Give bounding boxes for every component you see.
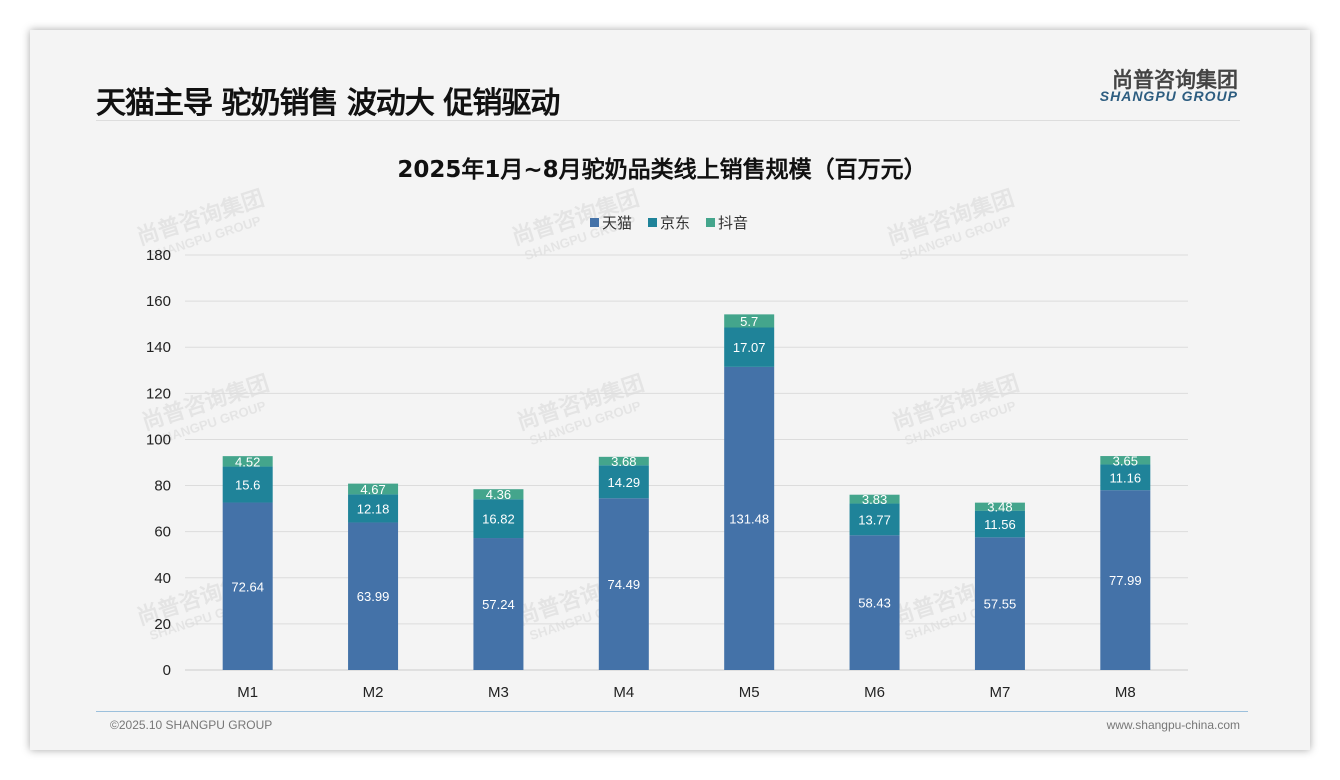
y-tick-label: 140: [146, 339, 171, 356]
data-label: 77.99: [1109, 573, 1142, 588]
bar-segment: [974, 510, 1025, 538]
bar-segment: [598, 498, 649, 670]
x-tick-label: M5: [739, 684, 760, 701]
data-label: 3.65: [1113, 453, 1138, 468]
bar-segment: [849, 503, 900, 536]
x-tick-label: M7: [990, 684, 1011, 701]
bar-segment: [1100, 456, 1151, 465]
page-title: 天猫主导 驼奶销售 波动大 促销驱动: [96, 86, 560, 121]
legend-swatch: [648, 218, 657, 227]
bar-segment: [473, 538, 524, 670]
x-tick-label: M3: [488, 684, 509, 701]
y-tick-label: 120: [146, 385, 171, 402]
x-tick-label: M6: [864, 684, 885, 701]
bar-segment: [849, 494, 900, 504]
bar-segment: [1100, 464, 1151, 491]
bar-segment: [598, 465, 649, 499]
legend-label: 抖音: [718, 215, 748, 232]
y-tick-label: 100: [146, 431, 171, 448]
legend-swatch: [590, 218, 599, 227]
data-label: 63.99: [357, 589, 390, 604]
bar-segment: [222, 502, 273, 670]
y-tick-label: 160: [146, 293, 171, 310]
legend-swatch: [706, 218, 715, 227]
bar-segment: [724, 314, 775, 328]
data-label: 14.29: [608, 475, 641, 490]
data-label: 11.56: [984, 517, 1016, 532]
bar-segment: [724, 366, 775, 670]
data-label: 17.07: [733, 340, 766, 355]
data-label: 4.67: [360, 482, 385, 497]
data-label: 57.24: [482, 597, 515, 612]
data-label: 3.68: [611, 454, 636, 469]
bar-segment: [348, 494, 399, 523]
y-tick-label: 60: [154, 524, 171, 541]
y-tick-label: 20: [154, 616, 171, 633]
chart-title: 2025年1月~8月驼奶品类线上销售规模（百万元）: [397, 156, 926, 183]
footer-url: www.shangpu-china.com: [1106, 718, 1240, 732]
bar-segment: [598, 456, 649, 466]
bar-segment: [1100, 490, 1151, 670]
logo-cn: 尚普咨询集团: [1112, 68, 1238, 92]
data-label: 72.64: [231, 579, 264, 594]
data-label: 5.7: [740, 314, 758, 329]
data-label: 13.77: [858, 512, 891, 527]
data-label: 4.52: [235, 454, 260, 469]
data-label: 15.6: [235, 478, 260, 493]
data-label: 4.36: [486, 487, 511, 502]
bar-segment: [473, 489, 524, 500]
bar-segment: [724, 327, 775, 367]
y-tick-label: 0: [163, 662, 171, 679]
x-tick-label: M2: [363, 684, 384, 701]
bar-segment: [974, 502, 1025, 511]
x-tick-label: M8: [1115, 684, 1136, 701]
data-label: 12.18: [357, 501, 390, 516]
divider: [96, 120, 1240, 121]
bar-segment: [348, 522, 399, 670]
x-tick-label: M4: [613, 684, 634, 701]
data-label: 11.16: [1110, 470, 1142, 485]
data-label: 3.83: [862, 492, 887, 507]
data-label: 131.48: [729, 511, 769, 526]
y-tick-label: 180: [146, 247, 171, 264]
bar-segment: [222, 466, 273, 503]
data-label: 58.43: [858, 596, 891, 611]
bar-segment: [974, 537, 1025, 670]
y-tick-label: 80: [154, 478, 171, 495]
bar-segment: [222, 456, 273, 467]
footer-copyright: ©2025.10 SHANGPU GROUP: [110, 718, 273, 732]
data-label: 3.48: [987, 500, 1012, 515]
data-label: 74.49: [608, 577, 641, 592]
y-tick-label: 40: [154, 570, 171, 587]
bar-segment: [473, 499, 524, 539]
bar-segment: [348, 483, 399, 495]
legend-label: 京东: [660, 215, 690, 232]
logo-en: SHANGPU GROUP: [1099, 88, 1238, 104]
footer-divider: [96, 711, 1248, 712]
x-tick-label: M1: [237, 684, 258, 701]
data-label: 57.55: [984, 597, 1017, 612]
data-label: 16.82: [482, 512, 515, 527]
legend-label: 天猫: [602, 215, 632, 232]
bar-segment: [849, 535, 900, 670]
